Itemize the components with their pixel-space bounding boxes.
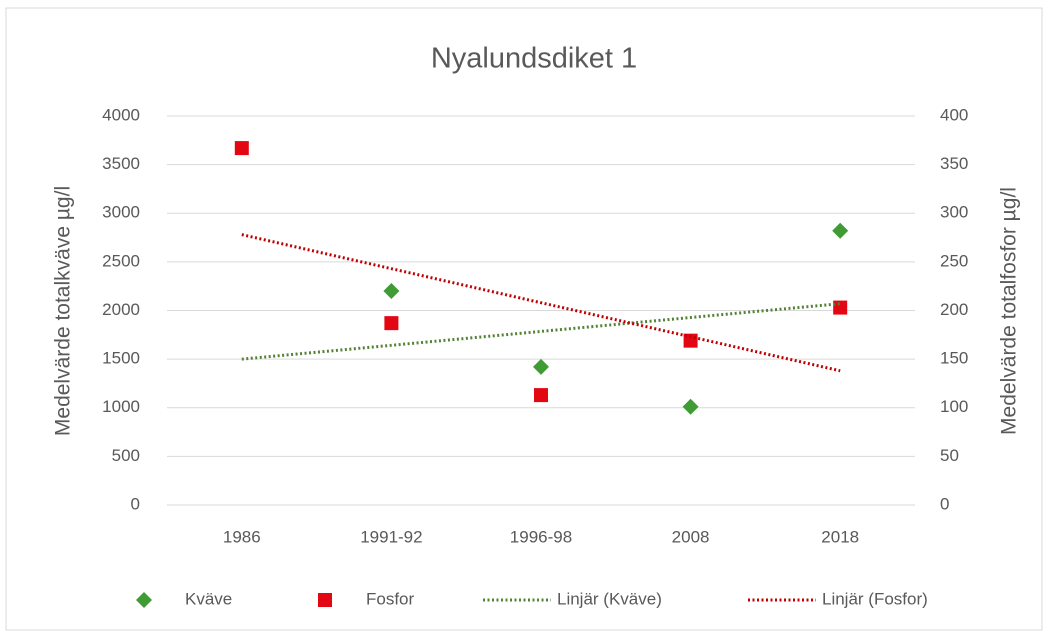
legend-label: Linjär (Fosfor) [822, 589, 928, 608]
y2-tick-label: 50 [940, 446, 959, 465]
legend-swatch [136, 592, 152, 608]
chart-title: Nyalundsdiket 1 [431, 43, 637, 75]
y-tick-label: 1000 [102, 397, 140, 416]
y-tick-label: 0 [131, 494, 140, 513]
legend-label: Fosfor [366, 589, 415, 608]
y2-tick-label: 100 [940, 397, 968, 416]
data-point [832, 222, 849, 239]
data-point [234, 141, 249, 156]
y-tick-label: 500 [112, 446, 140, 465]
y-tick-label: 2500 [102, 251, 140, 270]
y2-tick-label: 0 [940, 494, 949, 513]
legend-swatch [318, 593, 332, 607]
y-tick-label: 3000 [102, 203, 140, 222]
y-tick-label: 2000 [102, 300, 140, 319]
y2-axis-label: Medelvärde totalfosfor µg/l [998, 187, 1021, 435]
chart-border [5, 7, 1043, 631]
trend-line [241, 302, 841, 361]
y2-tick-label: 150 [940, 349, 968, 368]
y2-tick-label: 350 [940, 154, 968, 173]
data-point [534, 388, 548, 403]
y2-tick-label: 300 [940, 203, 968, 222]
legend-label: Kväve [185, 589, 232, 608]
data-point [384, 316, 399, 331]
data-point [533, 358, 549, 375]
x-tick-label: 1986 [223, 527, 261, 546]
data-point [383, 283, 400, 300]
y2-tick-label: 400 [940, 105, 968, 124]
y-axis-label: Medelvärde totalkväve µg/l [52, 186, 75, 436]
trend-line [241, 233, 841, 373]
y2-tick-label: 250 [940, 251, 968, 270]
y-tick-label: 3500 [102, 154, 140, 173]
y-tick-label: 1500 [102, 349, 140, 368]
data-point [833, 300, 848, 315]
y2-tick-label: 200 [940, 300, 968, 319]
x-tick-label: 2008 [672, 527, 710, 546]
y-tick-label: 4000 [102, 105, 140, 124]
x-tick-label: 1991-92 [360, 527, 422, 546]
x-tick-label: 1996-98 [510, 527, 572, 546]
data-point [682, 398, 699, 415]
legend-label: Linjär (Kväve) [557, 589, 662, 608]
x-tick-label: 2018 [821, 527, 859, 546]
